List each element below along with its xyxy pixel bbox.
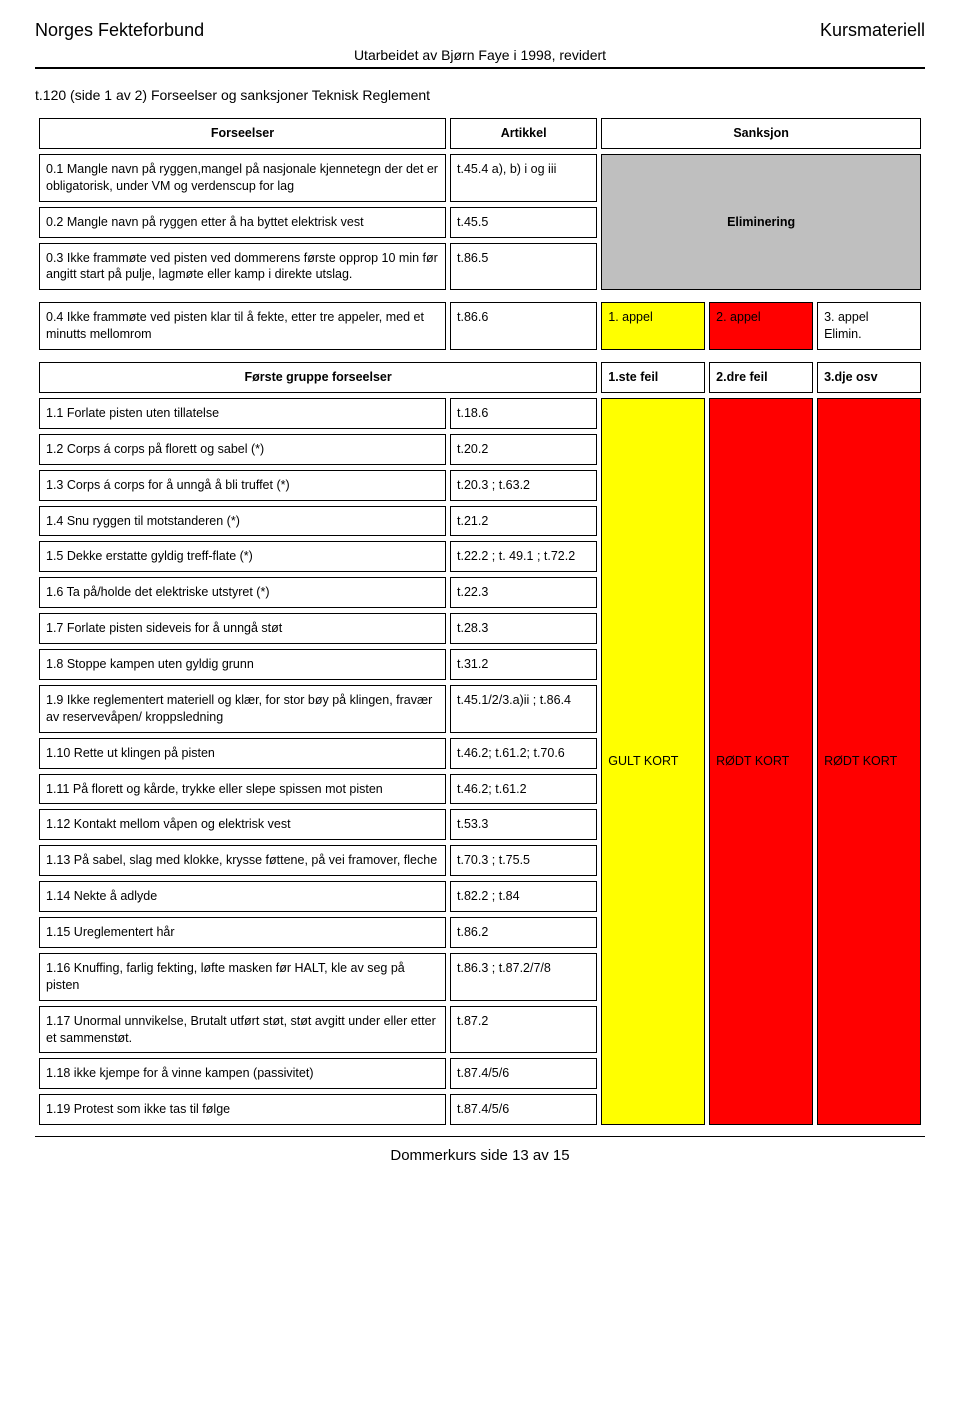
spacer-row [39, 355, 921, 357]
cell-desc: 1.13 På sabel, slag med klokke, krysse f… [39, 845, 446, 876]
cell-art: t.46.2; t.61.2 [450, 774, 597, 805]
sanctions-table: Forseelser Artikkel Sanksjon 0.1 Mangle … [35, 113, 925, 1130]
page-title: t.120 (side 1 av 2) Forseelser og sanksj… [35, 87, 925, 103]
cell-desc: 1.3 Corps á corps for å unngå å bli truf… [39, 470, 446, 501]
col-sanksjon: Sanksjon [601, 118, 921, 149]
cell-art: t.86.3 ; t.87.2/7/8 [450, 953, 597, 1001]
row-1-1: 1.1 Forlate pisten uten tillatelse t.18.… [39, 398, 921, 429]
cell-desc: 1.11 På florett og kårde, trykke eller s… [39, 774, 446, 805]
cell-desc: 1.19 Protest som ikke tas til følge [39, 1094, 446, 1125]
cell-art: t.87.4/5/6 [450, 1094, 597, 1125]
cell-art: t.70.3 ; t.75.5 [450, 845, 597, 876]
cell-desc: 1.5 Dekke erstatte gyldig treff-flate (*… [39, 541, 446, 572]
cell-desc: 0.2 Mangle navn på ryggen etter å ha byt… [39, 207, 446, 238]
group1-title: Første gruppe forseelser [39, 362, 597, 393]
cell-desc: 1.17 Unormal unnvikelse, Brutalt utført … [39, 1006, 446, 1054]
cell-appel-2: 2. appel [709, 302, 813, 350]
header-left: Norges Fekteforbund [35, 20, 204, 41]
cell-rodt-kort-2: RØDT KORT [817, 398, 921, 1125]
cell-appel-3: 3. appel Elimin. [817, 302, 921, 350]
header-rule [35, 67, 925, 69]
col-artikkel: Artikkel [450, 118, 597, 149]
cell-art: t.45.4 a), b) i og iii [450, 154, 597, 202]
cell-art: t.28.3 [450, 613, 597, 644]
cell-desc: 0.4 Ikke frammøte ved pisten klar til å … [39, 302, 446, 350]
header-sub: Utarbeidet av Bjørn Faye i 1998, revider… [35, 47, 925, 63]
cell-desc: 0.1 Mangle navn på ryggen,mangel på nasj… [39, 154, 446, 202]
cell-art: t.86.5 [450, 243, 597, 291]
spacer-row [39, 295, 921, 297]
cell-desc: 1.14 Nekte å adlyde [39, 881, 446, 912]
cell-art: t.20.3 ; t.63.2 [450, 470, 597, 501]
cell-art: t.87.4/5/6 [450, 1058, 597, 1089]
cell-desc: 1.18 ikke kjempe for å vinne kampen (pas… [39, 1058, 446, 1089]
cell-art: t.53.3 [450, 809, 597, 840]
cell-desc: 1.7 Forlate pisten sideveis for å unngå … [39, 613, 446, 644]
cell-gult-kort: GULT KORT [601, 398, 705, 1125]
cell-desc: 1.10 Rette ut klingen på pisten [39, 738, 446, 769]
group1-header-row: Første gruppe forseelser 1.ste feil 2.dr… [39, 362, 921, 393]
cell-desc: 1.2 Corps á corps på florett og sabel (*… [39, 434, 446, 465]
cell-desc: 1.16 Knuffing, farlig fekting, løfte mas… [39, 953, 446, 1001]
elimin-label: Elimin. [824, 327, 862, 341]
page-header: Norges Fekteforbund Kursmateriell [35, 20, 925, 41]
cell-art: t.18.6 [450, 398, 597, 429]
col-forseelser: Forseelser [39, 118, 446, 149]
cell-desc: 1.9 Ikke reglementert materiell og klær,… [39, 685, 446, 733]
cell-desc: 0.3 Ikke frammøte ved pisten ved dommere… [39, 243, 446, 291]
cell-art: t.82.2 ; t.84 [450, 881, 597, 912]
cell-art: t.20.2 [450, 434, 597, 465]
cell-eliminering: Eliminering [601, 154, 921, 290]
cell-desc: 1.8 Stoppe kampen uten gyldig grunn [39, 649, 446, 680]
cell-desc: 1.4 Snu ryggen til motstanderen (*) [39, 506, 446, 537]
page-footer: Dommerkurs side 13 av 15 [35, 1147, 925, 1164]
cell-art: t.45.5 [450, 207, 597, 238]
cell-art: t.22.2 ; t. 49.1 ; t.72.2 [450, 541, 597, 572]
cell-desc: 1.6 Ta på/holde det elektriske utstyret … [39, 577, 446, 608]
group1-c2: 2.dre feil [709, 362, 813, 393]
row-0-1: 0.1 Mangle navn på ryggen,mangel på nasj… [39, 154, 921, 202]
cell-art: t.86.2 [450, 917, 597, 948]
cell-rodt-kort-1: RØDT KORT [709, 398, 813, 1125]
footer-rule [35, 1136, 925, 1137]
cell-desc: 1.15 Ureglementert hår [39, 917, 446, 948]
cell-art: t.45.1/2/3.a)ii ; t.86.4 [450, 685, 597, 733]
group1-c1: 1.ste feil [601, 362, 705, 393]
cell-art: t.31.2 [450, 649, 597, 680]
cell-desc: 1.12 Kontakt mellom våpen og elektrisk v… [39, 809, 446, 840]
group1-c3: 3.dje osv [817, 362, 921, 393]
header-right: Kursmateriell [820, 20, 925, 41]
cell-art: t.87.2 [450, 1006, 597, 1054]
cell-appel-1: 1. appel [601, 302, 705, 350]
cell-art: t.86.6 [450, 302, 597, 350]
table-header-row: Forseelser Artikkel Sanksjon [39, 118, 921, 149]
row-0-4: 0.4 Ikke frammøte ved pisten klar til å … [39, 302, 921, 350]
cell-art: t.21.2 [450, 506, 597, 537]
cell-art: t.46.2; t.61.2; t.70.6 [450, 738, 597, 769]
cell-art: t.22.3 [450, 577, 597, 608]
appel3-label: 3. appel [824, 310, 868, 324]
cell-desc: 1.1 Forlate pisten uten tillatelse [39, 398, 446, 429]
